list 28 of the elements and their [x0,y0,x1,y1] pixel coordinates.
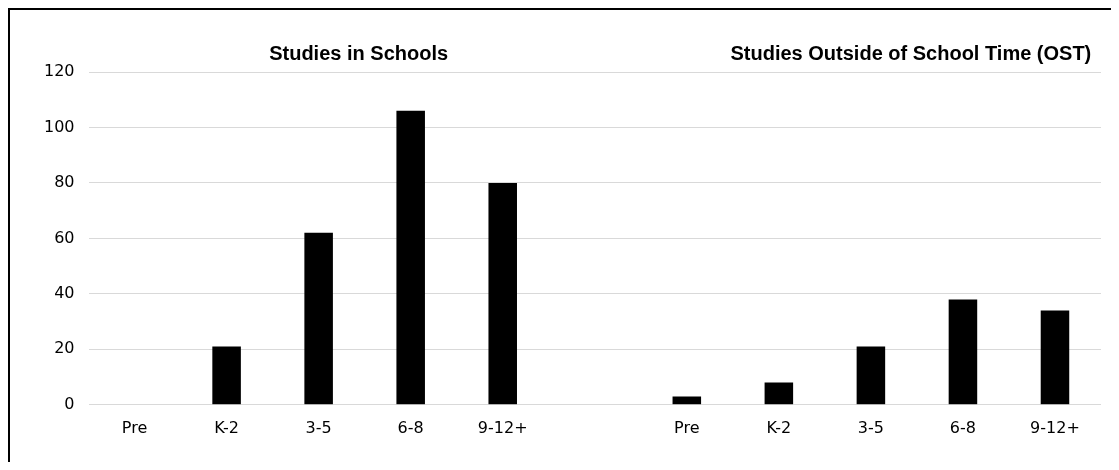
x-tick-label: K-2 [214,417,239,437]
text: Studies in Schools [269,41,449,64]
bar [1040,310,1070,405]
y-tick-label: 120 [43,61,75,81]
x-tick-label: 6-8 [397,417,424,437]
y-tick-label: 20 [54,338,75,358]
x-tick-label: 6-8 [949,417,977,437]
bar [764,382,794,405]
x-tick-label: 3-5 [305,417,332,437]
bar [948,299,978,405]
bar [396,110,425,405]
bar [212,346,241,405]
y-tick-label: 0 [64,393,75,413]
y-tick-label: 60 [54,227,75,247]
bar [488,182,517,405]
bar [672,396,702,405]
bar [304,232,333,405]
x-tick-label: K-2 [766,417,792,437]
x-tick-label: Pre [674,417,700,437]
y-tick-label: 40 [54,283,75,303]
x-tick-label: 3-5 [857,417,884,437]
x-tick-label: 9-12+ [1030,417,1080,437]
x-tick-label: Pre [121,417,148,437]
text: Studies Outside of School Time (OST) [730,41,1092,64]
y-tick-label: 100 [43,116,75,136]
y-tick-label: 80 [54,172,75,192]
x-tick-label: 9-12+ [477,417,528,437]
bar [856,346,886,405]
